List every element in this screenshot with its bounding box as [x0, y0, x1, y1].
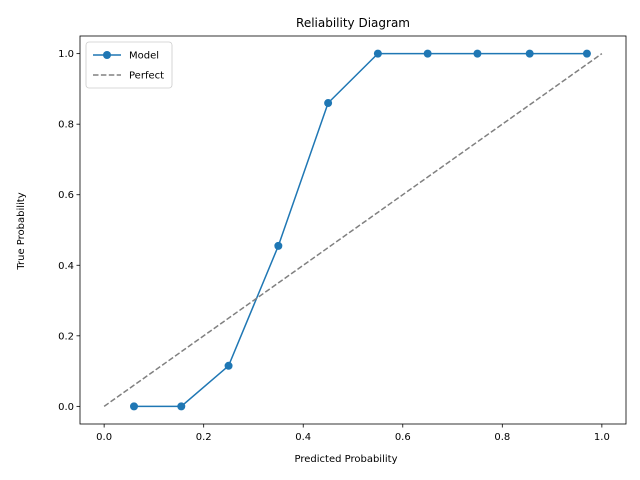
y-tick-label: 0.8	[58, 120, 74, 131]
data-point-model	[177, 402, 186, 411]
series-line-model	[134, 52, 587, 408]
y-tick-label: 0.2	[58, 331, 74, 342]
data-point-model	[423, 49, 432, 58]
y-tick-label: 1.0	[58, 49, 74, 60]
data-point-model	[525, 49, 534, 58]
x-axis-label: Predicted Probability	[295, 454, 398, 465]
data-point-model	[582, 49, 591, 58]
x-tick-label: 0.8	[494, 432, 510, 443]
data-point-model	[473, 49, 482, 58]
axes-frame	[79, 35, 627, 425]
y-axis-label: True Probability	[16, 192, 27, 270]
legend-label-model: Model	[129, 51, 159, 62]
data-point-model	[324, 99, 333, 108]
y-tick-label: 0.4	[58, 261, 74, 272]
x-tick-label: 0.6	[395, 432, 411, 443]
chart-title: Reliability Diagram	[296, 16, 410, 30]
data-point-model	[224, 361, 233, 370]
data-point-model	[274, 241, 283, 250]
legend-label-perfect: Perfect	[129, 71, 164, 82]
x-tick-label: 1.0	[594, 432, 610, 443]
legend: Model Perfect	[85, 41, 173, 89]
y-tick-label: 0.6	[58, 190, 74, 201]
x-tick-label: 0.4	[295, 432, 311, 443]
data-point-model	[373, 49, 382, 58]
y-tick-label: 0.0	[58, 402, 74, 413]
x-tick-label: 0.0	[96, 432, 112, 443]
data-point-model	[130, 402, 139, 411]
plot-area: 0.0 0.2 0.4 0.6 0.8 1.0 0.0 0.2 0.4 0.6 0.8 1.0	[58, 35, 627, 443]
legend-marker-model	[103, 51, 111, 59]
x-tick-label: 0.2	[196, 432, 212, 443]
series-line-perfect	[103, 53, 603, 407]
